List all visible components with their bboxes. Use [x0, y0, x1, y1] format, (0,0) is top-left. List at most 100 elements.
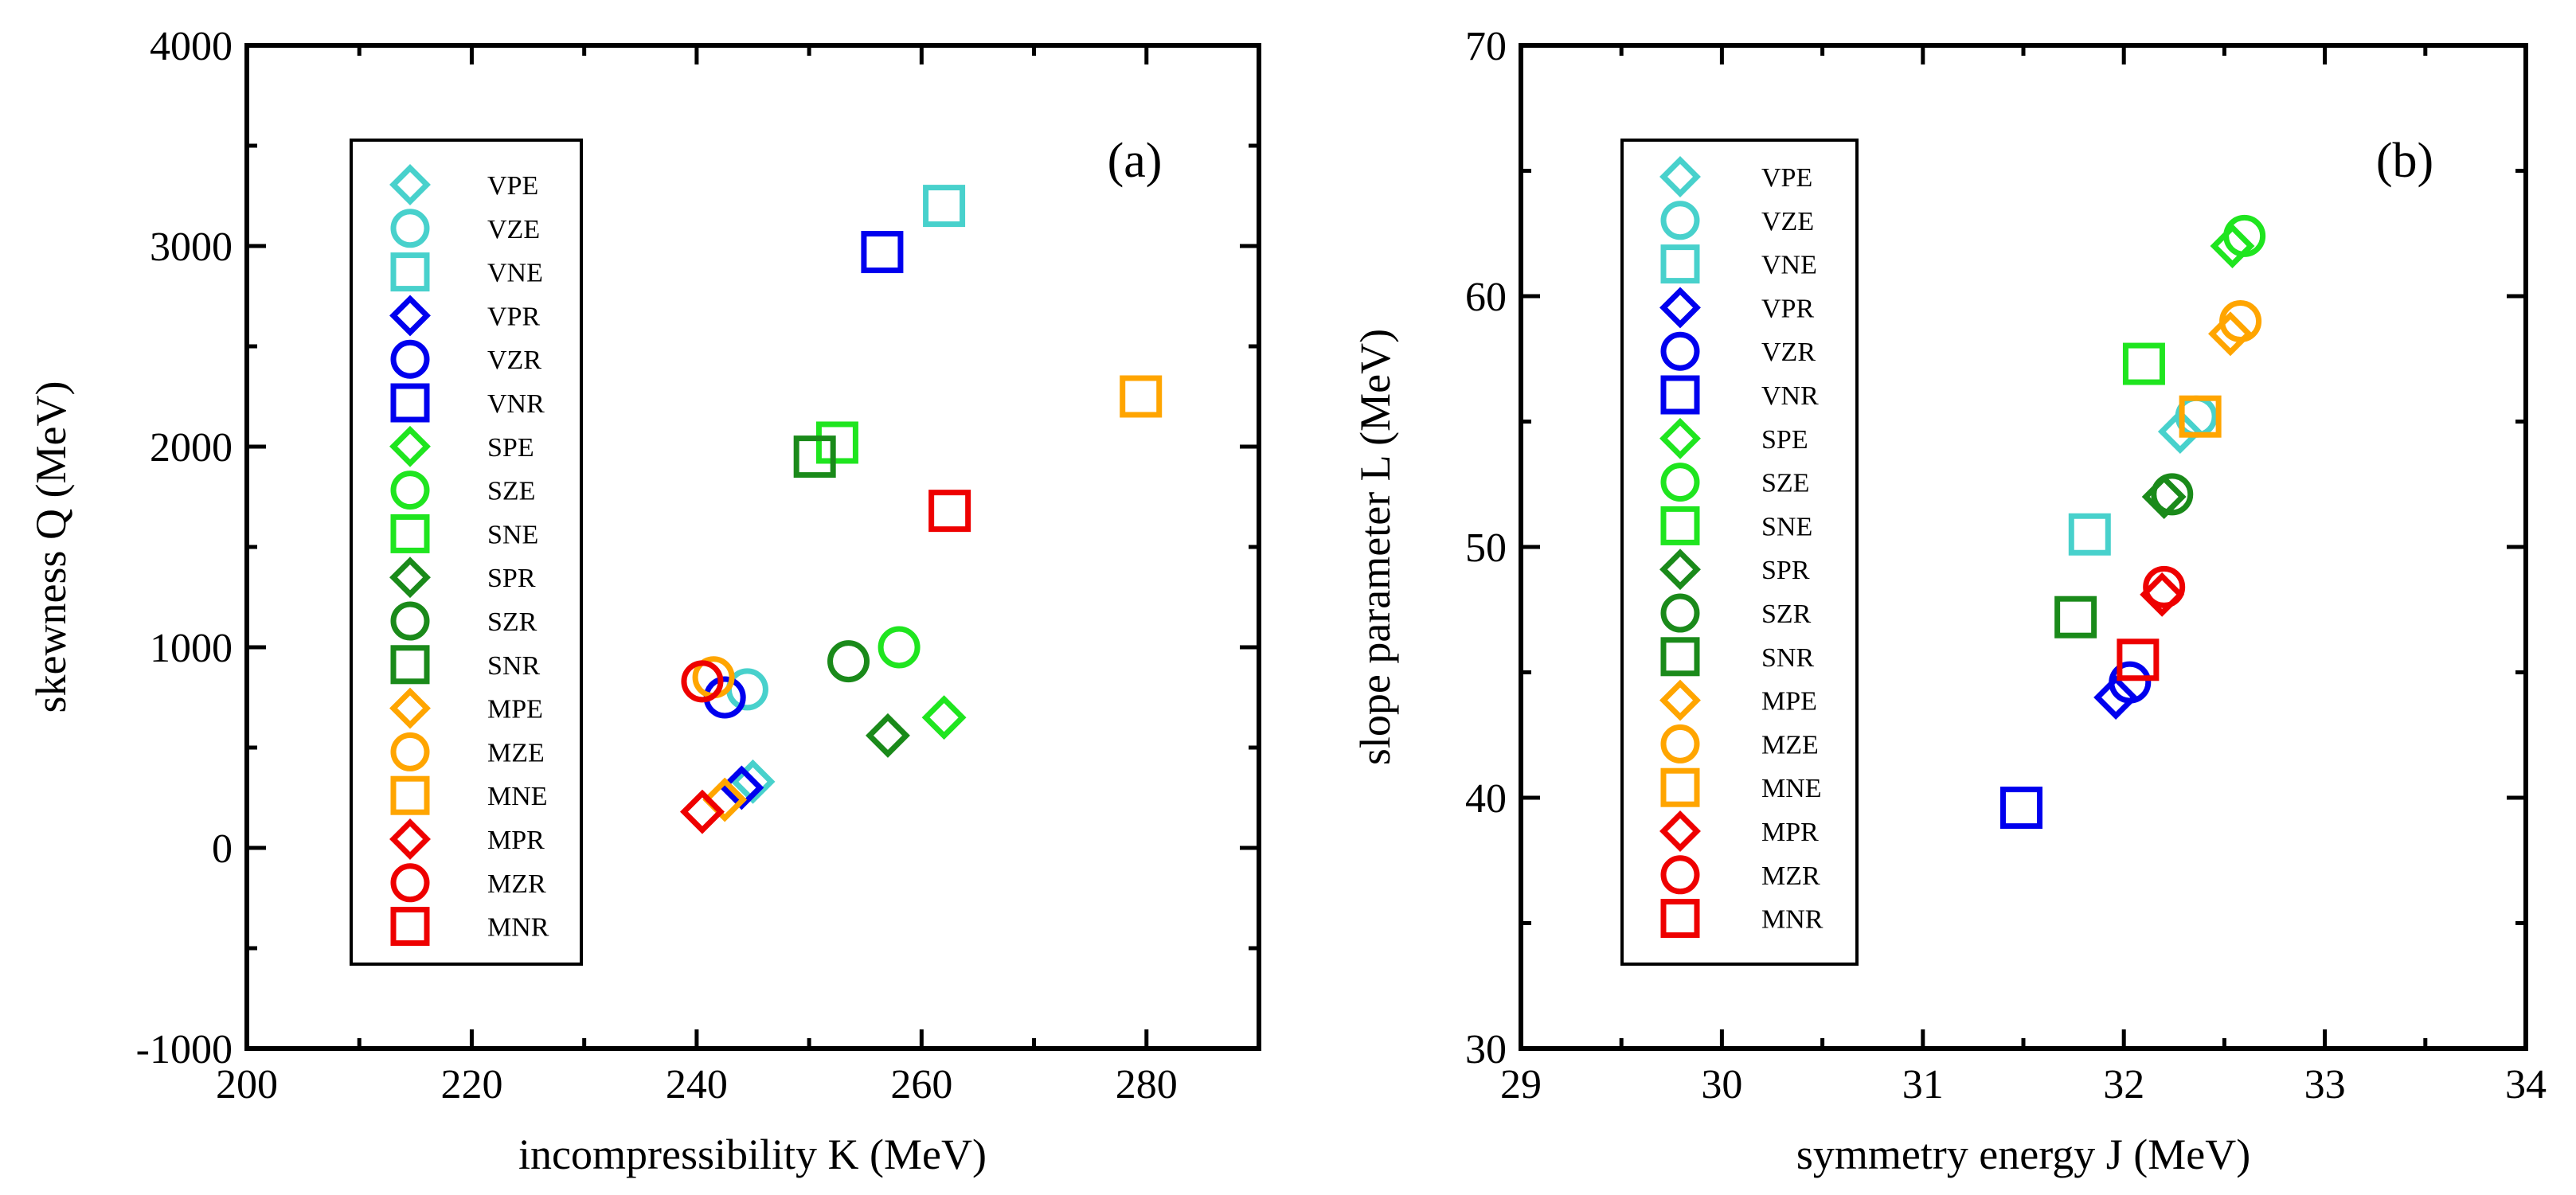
data-point-sne: [2122, 342, 2165, 385]
legend-symbol-mpr: [389, 818, 431, 860]
legend-box: [1620, 139, 1859, 966]
legend-symbol-vpr: [1659, 287, 1701, 329]
data-point-sze: [2223, 214, 2266, 257]
legend-symbol-vnr: [390, 383, 430, 423]
legend-label-vzr: VZR: [487, 346, 541, 375]
data-point-vpe: [730, 759, 776, 804]
legend-symbol-spe: [1659, 417, 1701, 459]
x-tick-label: 34: [2505, 1062, 2547, 1107]
legend-label-mne: MNE: [487, 782, 548, 811]
legend-label-sne: SNE: [487, 520, 538, 549]
legend-symbol-vpe: [389, 164, 431, 205]
data-point-mpr: [2140, 572, 2185, 617]
legend-symbol-mze: [390, 732, 430, 771]
data-point-mne: [2179, 395, 2222, 438]
panel-b-legend: VPE VZE VNE VPR VZR VNR SPE SZE SNE SPR SZR SNR MPE M…: [1620, 139, 1859, 966]
legend-symbol-vpr: [389, 295, 431, 337]
y-tick-label: 1000: [150, 626, 233, 671]
legend-symbol-mpe: [1659, 679, 1701, 721]
legend-label-mnr: MNR: [1761, 905, 1824, 935]
data-point-mpe: [2208, 311, 2253, 357]
legend-symbol-mzr: [1660, 855, 1700, 895]
legend-label-snr: SNR: [487, 651, 540, 681]
legend-label-mpr: MPR: [1761, 818, 1819, 847]
data-point-mze: [2219, 300, 2262, 342]
legend-label-vpe: VPE: [1761, 163, 1812, 193]
legend-symbol-snr: [390, 645, 430, 685]
legend-symbol-szr: [1660, 593, 1700, 633]
legend-symbol-mnr: [1660, 899, 1700, 939]
data-point-mnr: [928, 490, 971, 533]
data-point-vpr: [719, 765, 764, 810]
legend-symbol-vne: [1660, 244, 1700, 284]
data-point-snr: [793, 435, 836, 478]
legend-symbol-szr: [390, 601, 430, 641]
data-point-sze: [878, 626, 921, 669]
legend-box: [350, 139, 583, 966]
data-point-snr: [2054, 596, 2097, 639]
legend-label-spr: SPR: [1761, 556, 1810, 585]
legend-label-vne: VNE: [487, 259, 543, 288]
legend-label-mpe: MPE: [1761, 687, 1817, 717]
legend-symbol-spe: [389, 425, 431, 467]
data-point-vnr: [861, 231, 904, 274]
legend-symbol-sze: [1660, 463, 1700, 502]
x-tick-label: 30: [1701, 1062, 1742, 1107]
legend-symbol-vpe: [1659, 156, 1701, 197]
legend-label-spe: SPE: [1761, 425, 1808, 455]
legend-symbol-spr: [389, 556, 431, 599]
legend-symbol-mzr: [390, 863, 430, 903]
y-tick-label: 50: [1465, 525, 1507, 571]
legend-label-mze: MZE: [1761, 730, 1819, 760]
y-tick-label: 30: [1465, 1027, 1507, 1072]
data-point-mnr: [2117, 639, 2160, 681]
legend-symbol-mnr: [390, 907, 430, 947]
data-point-spr: [866, 713, 910, 758]
legend-label-spe: SPE: [487, 433, 534, 463]
legend-label-vnr: VNR: [1761, 381, 1819, 411]
x-tick-label: 33: [2304, 1062, 2346, 1107]
legend-label-vze: VZE: [1761, 207, 1814, 236]
legend-label-vpr: VPR: [487, 302, 540, 331]
x-tick-label: 220: [440, 1062, 502, 1107]
legend-label-mze: MZE: [487, 738, 545, 767]
y-tick-label: -1000: [136, 1027, 233, 1072]
data-point-mpr: [680, 789, 725, 834]
panel-a: 200 220 240 260 280 -1000 0 1000 2000 3000 4000 in…: [27, 24, 1261, 1178]
panel-b-markers: [1999, 214, 2266, 830]
panel-a-ticks: 200 220 240 260 280 -1000 0 1000 2000 3000 4000: [136, 24, 1261, 1107]
data-point-spe: [2210, 224, 2255, 268]
data-point-mpe: [702, 777, 748, 822]
x-tick-label: 32: [2103, 1062, 2144, 1107]
data-point-vne: [923, 185, 966, 228]
legend-symbol-mne: [1660, 767, 1700, 807]
data-point-vnr: [1999, 787, 2042, 830]
legend-label-mnr: MNR: [487, 913, 549, 943]
legend-label-sne: SNE: [1761, 512, 1812, 541]
data-point-vpr: [2093, 675, 2139, 720]
legend-symbol-vzr: [1660, 331, 1700, 371]
legend-symbol-snr: [1660, 637, 1700, 677]
panel-a-label: (a): [1108, 134, 1163, 188]
legend-label-szr: SZR: [1761, 599, 1812, 629]
y-tick-label: 70: [1465, 24, 1507, 69]
y-tick-label: 2000: [150, 425, 233, 471]
x-tick-label: 280: [1116, 1062, 1178, 1107]
legend-label-szr: SZR: [487, 607, 537, 637]
legend-symbol-vze: [1660, 201, 1700, 240]
legend-symbol-sne: [1660, 506, 1700, 545]
legend-label-vpr: VPR: [1761, 294, 1814, 323]
legend-label-mzr: MZR: [1761, 861, 1820, 891]
x-tick-label: 240: [666, 1062, 728, 1107]
y-tick-label: 4000: [150, 24, 233, 69]
legend-symbol-mpe: [389, 687, 431, 729]
data-point-vzr: [2109, 661, 2152, 704]
legend-label-vne: VNE: [1761, 251, 1817, 280]
panel-b-label: (b): [2376, 134, 2433, 188]
legend-symbol-vne: [390, 252, 430, 292]
y-tick-label: 0: [212, 826, 233, 872]
legend-label-sze: SZE: [1761, 469, 1809, 498]
